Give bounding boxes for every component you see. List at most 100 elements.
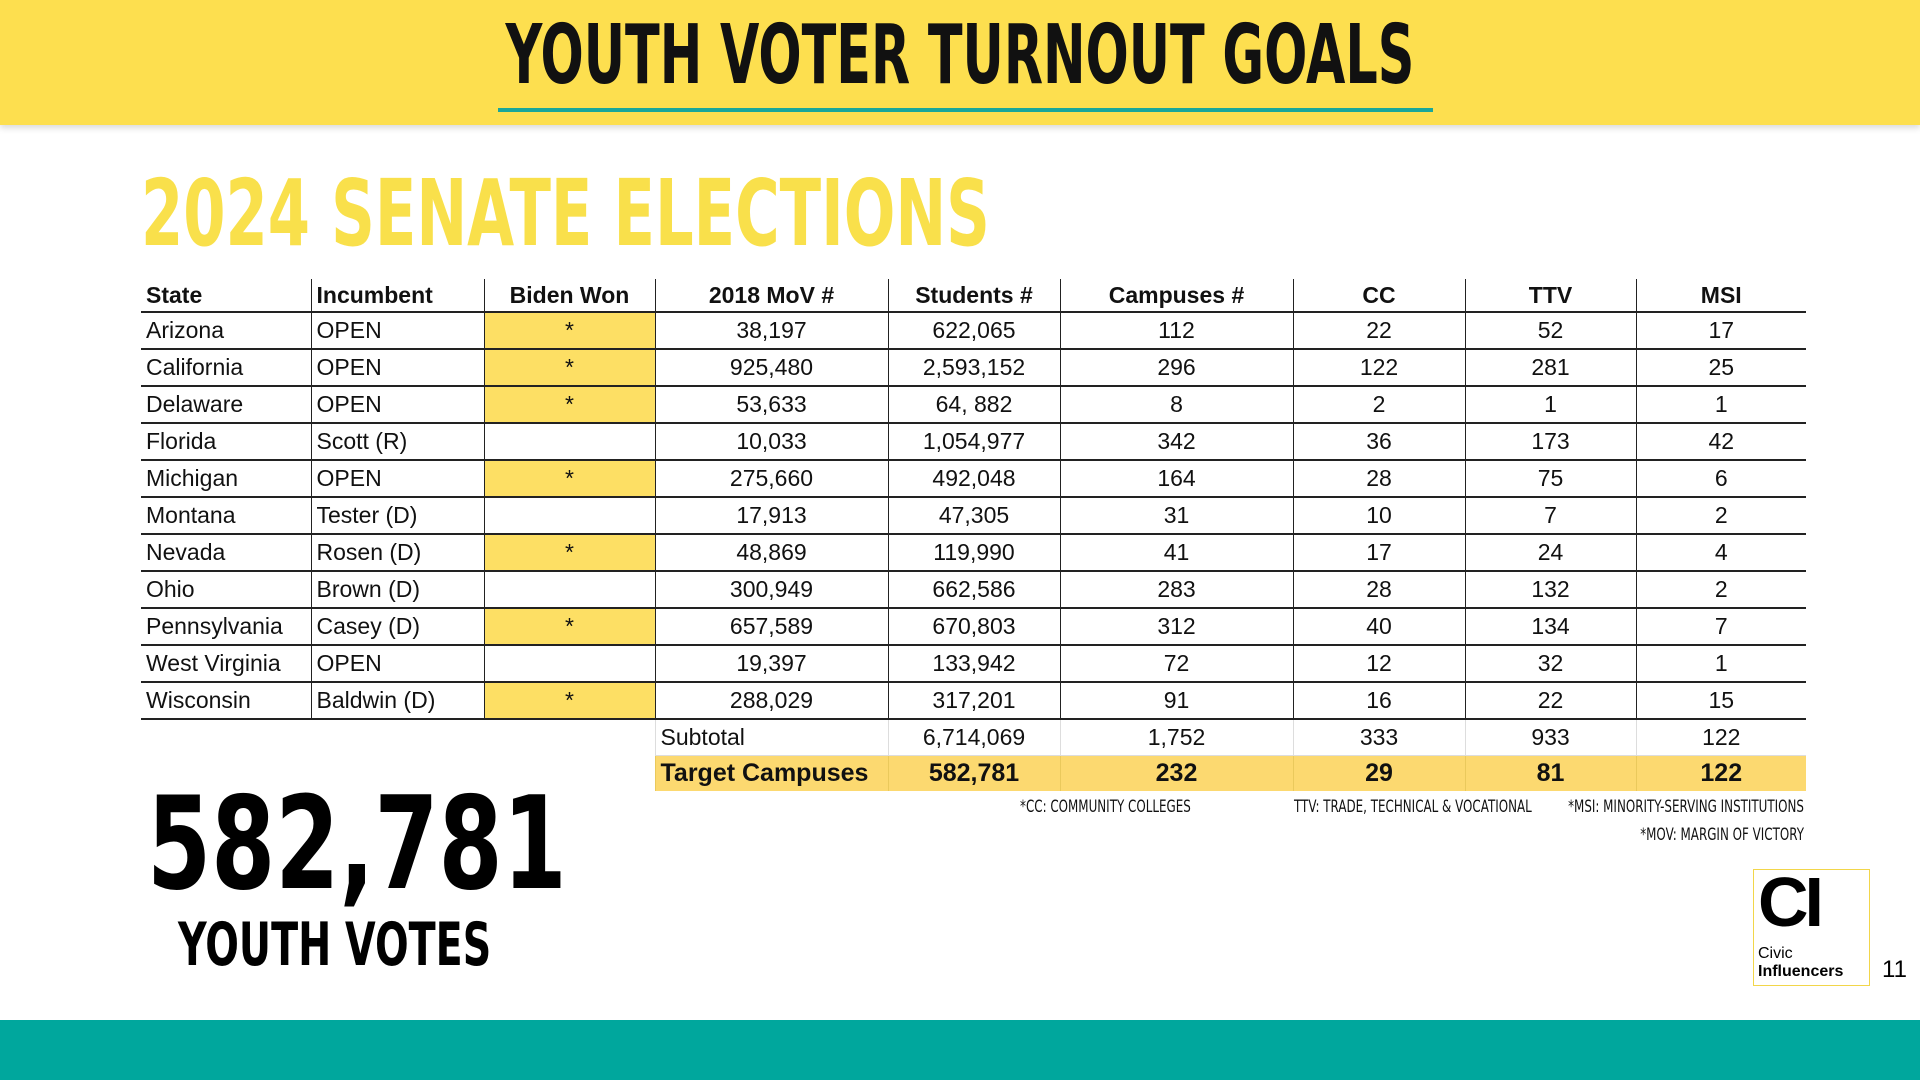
- page-number: 11: [1882, 956, 1907, 983]
- logo-text: Influencers: [1758, 963, 1844, 980]
- big-number: 582,781: [147, 770, 567, 919]
- table-cell: 164: [1059, 460, 1293, 498]
- table-cell: 28: [1292, 460, 1465, 498]
- table-cell: 15: [1635, 682, 1806, 720]
- table-cell: 173: [1464, 423, 1636, 461]
- table-cell: 24: [1464, 534, 1636, 572]
- title: YOUTH VOTER TURNOUT GOALS: [0, 8, 1920, 103]
- table-cell: 312: [1059, 608, 1293, 646]
- table-cell: 275,660: [654, 460, 888, 498]
- table-row: Delaware OPEN * 53,633 64, 882 8 2 1 1: [141, 386, 1806, 424]
- footnote: *MSI: MINORITY-SERVING INSTITUTIONS: [1568, 797, 1804, 817]
- table-cell: 132: [1464, 571, 1636, 609]
- table-cell: 42: [1635, 423, 1806, 461]
- column-header: Incumbent: [310, 279, 484, 313]
- table-cell: 16: [1292, 682, 1465, 720]
- table-cell: 133,942: [887, 645, 1060, 683]
- table-cell: 17: [1292, 534, 1465, 572]
- table-cell: 47,305: [887, 497, 1060, 535]
- table-cell: Nevada: [141, 534, 311, 572]
- footer-band: [0, 1020, 1920, 1080]
- footnote: TTV: TRADE, TECHNICAL & VOCATIONAL: [1294, 797, 1532, 817]
- table-cell: 1,054,977: [887, 423, 1060, 461]
- title-underline: [498, 108, 1433, 112]
- table-cell: 2: [1635, 497, 1806, 535]
- footnote: *MOV: MARGIN OF VICTORY: [1640, 825, 1804, 845]
- column-header: Campuses #: [1059, 279, 1293, 313]
- table-cell: 17,913: [654, 497, 888, 535]
- empty-cell: [141, 719, 311, 756]
- table-row: California OPEN * 925,480 2,593,152 296 122 281…: [141, 349, 1806, 387]
- table-cell: 7: [1635, 608, 1806, 646]
- table-cell: 342: [1059, 423, 1293, 461]
- target-cell: 29: [1292, 755, 1465, 791]
- table-cell: Florida: [141, 423, 311, 461]
- table-row: West Virginia OPEN 19,397 133,942 72 12 32 1: [141, 645, 1806, 683]
- table-cell: 670,803: [887, 608, 1060, 646]
- table-cell: California: [141, 349, 311, 387]
- table-cell: 38,197: [654, 312, 888, 350]
- section-title: 2024 SENATE ELECTIONS: [141, 160, 990, 267]
- table-cell: 36: [1292, 423, 1465, 461]
- subtotal-label: Subtotal: [654, 719, 888, 756]
- table-cell: OPEN: [310, 349, 484, 387]
- empty-cell: [311, 719, 484, 756]
- table-cell: 122: [1292, 349, 1465, 387]
- subtotal-cell: 933: [1464, 719, 1636, 756]
- table-cell: Montana: [141, 497, 311, 535]
- target-cell: 232: [1059, 755, 1293, 791]
- table-cell: [483, 645, 655, 683]
- table-cell: 53,633: [654, 386, 888, 424]
- table-cell: *: [483, 460, 655, 498]
- table-cell: *: [483, 349, 655, 387]
- table-cell: 300,949: [654, 571, 888, 609]
- table-cell: Arizona: [141, 312, 311, 350]
- table-cell: Baldwin (D): [310, 682, 484, 720]
- table-cell: Delaware: [141, 386, 311, 424]
- subtotal-row: Subtotal 6,714,069 1,752 333 933 122: [141, 719, 1806, 756]
- table-cell: 296: [1059, 349, 1293, 387]
- logo-mark: CI: [1758, 863, 1824, 941]
- table-cell: Wisconsin: [141, 682, 311, 720]
- table-cell: 112: [1059, 312, 1293, 350]
- column-header: Students #: [887, 279, 1060, 313]
- table-cell: 2: [1635, 571, 1806, 609]
- table-cell: 1: [1635, 645, 1806, 683]
- table-cell: OPEN: [310, 386, 484, 424]
- table-cell: 28: [1292, 571, 1465, 609]
- table-cell: 7: [1464, 497, 1636, 535]
- table-row: Wisconsin Baldwin (D) * 288,029 317,201 91 16 2…: [141, 682, 1806, 720]
- column-header: Biden Won: [483, 279, 655, 313]
- table-row: Pennsylvania Casey (D) * 657,589 670,803 312 4…: [141, 608, 1806, 646]
- subtotal-cell: 122: [1635, 719, 1806, 756]
- table-cell: 657,589: [654, 608, 888, 646]
- table-cell: Rosen (D): [310, 534, 484, 572]
- table-cell: 22: [1464, 682, 1636, 720]
- table-cell: 288,029: [654, 682, 888, 720]
- table-cell: OPEN: [310, 460, 484, 498]
- table-row: Montana Tester (D) 17,913 47,305 31 10 7 2: [141, 497, 1806, 535]
- senate-table: State Incumbent Biden Won 2018 MoV # Student…: [141, 279, 1806, 791]
- table-cell: 31: [1059, 497, 1293, 535]
- table-cell: 662,586: [887, 571, 1060, 609]
- subtotal-cell: 6,714,069: [887, 719, 1060, 756]
- table-cell: 492,048: [887, 460, 1060, 498]
- table-cell: 40: [1292, 608, 1465, 646]
- table-cell: 22: [1292, 312, 1465, 350]
- table-cell: 52: [1464, 312, 1636, 350]
- table-cell: 41: [1059, 534, 1293, 572]
- table-cell: 4: [1635, 534, 1806, 572]
- table-cell: [483, 571, 655, 609]
- table-cell: 119,990: [887, 534, 1060, 572]
- table-cell: 134: [1464, 608, 1636, 646]
- table-cell: 925,480: [654, 349, 888, 387]
- table-cell: 317,201: [887, 682, 1060, 720]
- table-cell: 2: [1292, 386, 1465, 424]
- target-cell: 122: [1635, 755, 1806, 791]
- table-row: Ohio Brown (D) 300,949 662,586 283 28 132 2: [141, 571, 1806, 609]
- header-row: State Incumbent Biden Won 2018 MoV # Student…: [141, 279, 1806, 313]
- column-header: 2018 MoV #: [654, 279, 888, 313]
- table-cell: 10: [1292, 497, 1465, 535]
- table-row: Florida Scott (R) 10,033 1,054,977 342 36 173 4…: [141, 423, 1806, 461]
- table-cell: 6: [1635, 460, 1806, 498]
